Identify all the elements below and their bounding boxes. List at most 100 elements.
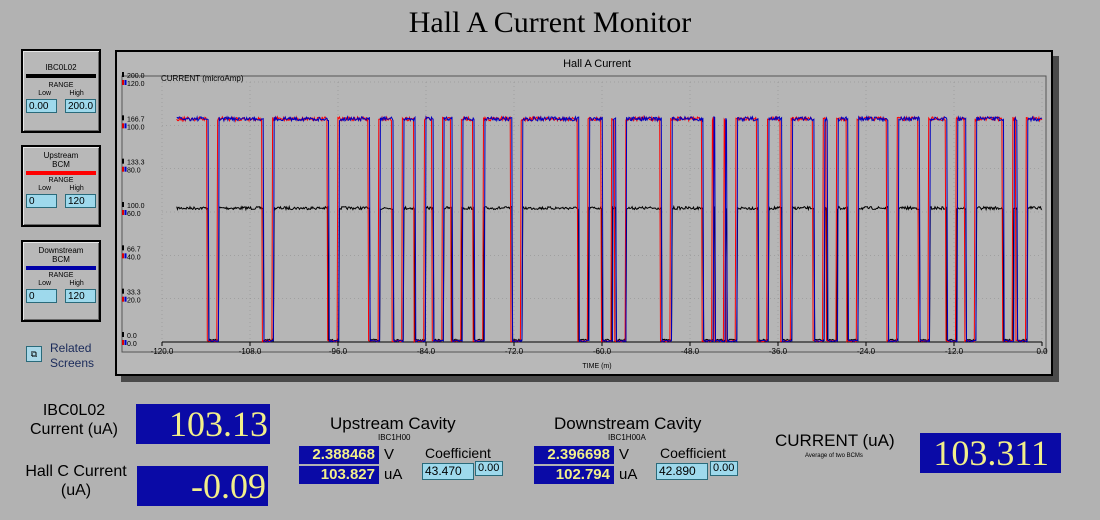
- y-tick-mark-red: [122, 340, 124, 345]
- y-tick-mark-black: [122, 245, 124, 251]
- downstream-offset-input[interactable]: 0.00: [710, 461, 738, 476]
- y-tick-mark-blue: [124, 123, 127, 129]
- x-tick-label: -60.0: [593, 347, 612, 356]
- y-tick-mark-red: [122, 166, 124, 172]
- windows-icon: ⧉: [26, 346, 42, 362]
- downstream-volts: 2.396698: [534, 446, 614, 464]
- y-tick-mark-blue: [124, 80, 127, 85]
- high-label: High: [69, 90, 84, 97]
- y-tick-black: 133.3: [127, 160, 145, 167]
- upstream-title: Upstream Cavity: [330, 414, 456, 433]
- current-chart-frame: Hall A Current CURRENT (microAmp) TIME (…: [115, 50, 1053, 376]
- y-tick-mark-black: [122, 158, 124, 164]
- hallc-current-value: -0.09: [137, 466, 268, 506]
- y-tick-red: 80.0: [127, 168, 141, 175]
- panel-name: Downstream BCM: [38, 246, 84, 264]
- y-tick-red: 40.0: [127, 254, 141, 261]
- panel-name: IBC0L02: [45, 63, 77, 72]
- y-tick-black: 200.0: [127, 73, 145, 80]
- y-tick-black: 100.0: [127, 203, 145, 210]
- ibc0l02-range-panel: IBC0L02 RANGE Low High: [21, 49, 101, 133]
- panel-name: Upstream BCM: [43, 151, 79, 169]
- upstream-high-input[interactable]: [65, 194, 96, 208]
- related-screens-button[interactable]: ⧉ Related Screens: [26, 341, 98, 371]
- y-tick-mark-blue: [124, 166, 127, 172]
- y-tick-black: 33.3: [127, 290, 141, 297]
- y-tick-mark-black: [122, 332, 124, 337]
- y-tick-mark-red: [122, 253, 124, 259]
- range-label: RANGE: [48, 82, 74, 89]
- low-label: Low: [38, 185, 52, 192]
- average-current-label: CURRENT (uA): [775, 431, 895, 450]
- upstream-amps: 103.827: [299, 466, 379, 484]
- y-tick-mark-blue: [124, 210, 127, 215]
- ibc0l02-low-input[interactable]: [26, 99, 57, 113]
- downstream-title: Downstream Cavity: [554, 414, 702, 433]
- high-label: High: [69, 280, 84, 287]
- ibc0l02-high-input[interactable]: [65, 99, 96, 113]
- related-screens-label: Related Screens: [50, 341, 95, 370]
- upstream-range-panel: Upstream BCM RANGE Low High: [21, 145, 101, 227]
- y-tick-mark-black: [122, 288, 124, 294]
- x-tick-label: -84.0: [417, 347, 436, 356]
- hallc-current-label: Hall C Current (uA): [25, 463, 127, 499]
- current-chart: Hall A Current CURRENT (microAmp) TIME (…: [121, 58, 1048, 370]
- high-label: High: [69, 185, 84, 192]
- x-tick-label: -36.0: [769, 347, 788, 356]
- y-tick-black: 0.0: [127, 333, 137, 340]
- x-tick-label: -24.0: [857, 347, 876, 356]
- chart-title: Hall A Current: [563, 58, 631, 70]
- downstream-low-input[interactable]: [26, 289, 57, 303]
- x-tick-label: -96.0: [329, 347, 348, 356]
- downstream-high-input[interactable]: [65, 289, 96, 303]
- downstream-coefficient-input[interactable]: 42.890: [656, 463, 708, 480]
- chart-xlabel: TIME (m): [582, 363, 611, 370]
- ibc0l02-color-swatch: [26, 74, 96, 78]
- y-tick-mark-blue: [124, 296, 127, 302]
- y-tick-black: 166.7: [127, 116, 145, 123]
- page-title: Hall A Current Monitor: [408, 6, 692, 39]
- y-tick-mark-red: [122, 210, 124, 215]
- y-tick-mark-blue: [124, 340, 127, 345]
- upstream-offset-input[interactable]: 0.00: [475, 461, 503, 476]
- upstream-volts: 2.388468: [299, 446, 379, 464]
- upstream-color-swatch: [26, 171, 96, 175]
- upstream-sub: IBC1H00: [378, 433, 411, 442]
- y-tick-red: 20.0: [127, 298, 141, 305]
- y-tick-red: 60.0: [127, 211, 141, 218]
- y-tick-mark-red: [122, 296, 124, 302]
- average-current-value: 103.311: [920, 433, 1061, 473]
- x-tick-label: 0.0: [1036, 347, 1048, 356]
- downstream-amps: 102.794: [534, 466, 614, 484]
- low-label: Low: [38, 90, 52, 97]
- y-tick-mark-red: [122, 80, 124, 85]
- y-tick-mark-black: [122, 115, 124, 121]
- ibc-current-value: 103.13: [136, 404, 270, 444]
- upstream-low-input[interactable]: [26, 194, 57, 208]
- x-tick-label: -72.0: [505, 347, 524, 356]
- average-current-sub: Average of two BCMs: [805, 453, 863, 459]
- y-tick-mark-blue: [124, 253, 127, 259]
- range-label: RANGE: [48, 177, 74, 184]
- downstream-series-line: [176, 114, 1043, 344]
- x-tick-label: -48.0: [681, 347, 700, 356]
- y-tick-mark-black: [122, 202, 124, 207]
- upstream-coefficient-input[interactable]: 43.470: [422, 463, 474, 480]
- upstream-amps-unit: uA: [384, 466, 403, 483]
- y-tick-mark-red: [122, 123, 124, 129]
- x-tick-label: -120.0: [151, 347, 174, 356]
- range-label: RANGE: [48, 272, 74, 279]
- y-tick-red: 100.0: [127, 124, 145, 131]
- upstream-volts-unit: V: [384, 446, 395, 463]
- downstream-volts-unit: V: [619, 446, 630, 463]
- downstream-coef-label: Coefficient: [660, 445, 726, 461]
- y-tick-red: 0.0: [127, 341, 137, 348]
- downstream-sub: IBC1H00A: [608, 433, 646, 442]
- y-tick-red: 120.0: [127, 81, 145, 88]
- x-tick-label: -12.0: [945, 347, 964, 356]
- y-tick-mark-black: [122, 72, 124, 77]
- chart-ylabel: CURRENT (microAmp): [161, 74, 244, 83]
- downstream-color-swatch: [26, 266, 96, 270]
- ibc-current-label: IBC0L02 Current (uA): [29, 402, 119, 438]
- upstream-coef-label: Coefficient: [425, 445, 491, 461]
